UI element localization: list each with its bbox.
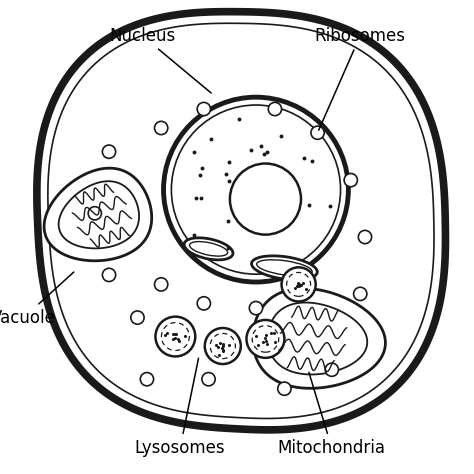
Polygon shape: [253, 289, 385, 388]
Circle shape: [155, 278, 168, 291]
Circle shape: [344, 173, 357, 187]
Circle shape: [325, 363, 338, 376]
Ellipse shape: [184, 238, 233, 260]
Text: Lysosomes: Lysosomes: [135, 358, 226, 457]
Circle shape: [358, 230, 372, 244]
Circle shape: [155, 317, 195, 356]
Circle shape: [205, 328, 241, 364]
Circle shape: [102, 145, 116, 158]
Circle shape: [278, 382, 291, 395]
Circle shape: [282, 267, 316, 301]
Circle shape: [202, 373, 215, 386]
Circle shape: [354, 287, 367, 301]
Ellipse shape: [252, 256, 317, 280]
Circle shape: [155, 121, 168, 135]
Text: Nucleus: Nucleus: [109, 27, 211, 93]
Circle shape: [246, 320, 284, 358]
Circle shape: [197, 297, 210, 310]
Circle shape: [131, 311, 144, 324]
Text: Mitochondria: Mitochondria: [278, 373, 386, 457]
Circle shape: [249, 301, 263, 315]
Polygon shape: [44, 168, 152, 261]
Circle shape: [88, 207, 101, 220]
Text: Vacuole: Vacuole: [0, 272, 74, 327]
Polygon shape: [37, 12, 446, 430]
Ellipse shape: [164, 97, 348, 282]
Circle shape: [197, 102, 210, 116]
Circle shape: [102, 268, 116, 282]
Circle shape: [311, 126, 324, 139]
Circle shape: [140, 373, 154, 386]
Circle shape: [268, 102, 282, 116]
Ellipse shape: [230, 164, 301, 235]
Text: Ribosomes: Ribosomes: [315, 27, 406, 130]
